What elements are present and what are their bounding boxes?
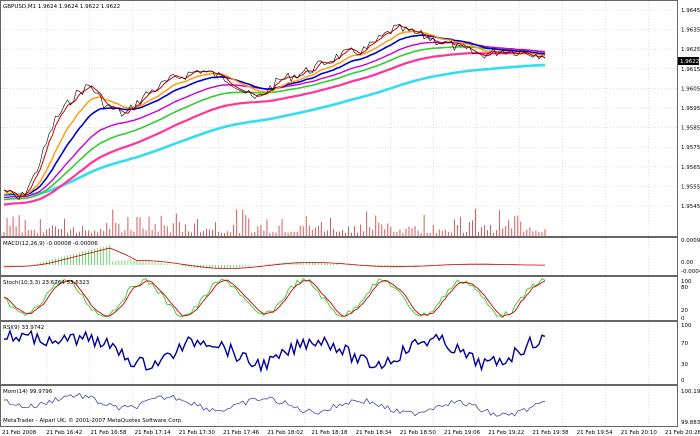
indicator-tick-label: 70 <box>681 341 688 347</box>
price-tick-label: 1.9545 <box>681 204 700 210</box>
ma-blue-line <box>3 34 546 196</box>
symbol-header: GBPUSD,M1 1.9624 1.9624 1.9622 1.9622 <box>3 4 120 10</box>
indicator-tick-label: 0.00097 <box>681 238 700 244</box>
current-price-marker: 1.9622 <box>678 57 699 65</box>
price-tick-label: 1.9605 <box>681 86 700 92</box>
stoch-label: Stoch(10,3,3) 23.6764 33.6323 <box>3 280 90 286</box>
time-tick-label: 21 Feb 17:30 <box>179 430 216 436</box>
price-tick-label: 1.9585 <box>681 126 700 132</box>
time-tick-label: 21 Feb 19:54 <box>577 430 614 436</box>
indicator-tick-label: 30 <box>681 362 688 368</box>
time-tick-label: 21 Feb 18:50 <box>400 430 437 436</box>
time-tick-label: 21 Feb 19:06 <box>444 430 481 436</box>
price-tick-label: 1.9635 <box>681 28 700 34</box>
price-line <box>3 24 546 200</box>
stoch-signal-line <box>3 279 546 318</box>
indicator-tick-label: 20 <box>681 308 688 314</box>
momentum-line <box>3 392 546 417</box>
indicator-tick-label: 0 <box>681 378 685 384</box>
time-tick-label: 21 Feb 17:14 <box>135 430 172 436</box>
momentum-panel <box>3 392 546 417</box>
indicator-tick-label: 99.8839 <box>681 420 700 426</box>
price-tick-label: 1.9615 <box>681 67 700 73</box>
time-tick-label: 21 Feb 20:26 <box>665 430 700 436</box>
panel-frames <box>0 0 678 427</box>
time-tick-label: 21 Feb 18:18 <box>311 430 348 436</box>
stoch-main-line <box>3 277 546 319</box>
indicator-tick-label: 0.00 <box>681 260 694 266</box>
time-tick-label: 21 Feb 18:02 <box>267 430 303 436</box>
time-tick-label: 21 Feb 16:42 <box>46 430 82 436</box>
time-tick-label: 21 Feb 16:58 <box>90 430 127 436</box>
time-tick-label: 21 Feb 17:46 <box>223 430 260 436</box>
indicator-tick-label: 100 <box>681 323 692 329</box>
indicator-tick-label: 100 <box>681 279 692 285</box>
ma-orange-line <box>3 30 546 196</box>
copyright-text: MetaTrader - Alpari UK, © 2001-2007 Meta… <box>3 417 183 424</box>
rsi-panel <box>3 328 546 374</box>
rsi-line <box>3 328 546 374</box>
time-tick-label: 21 Feb 18:34 <box>356 430 393 436</box>
indicator-tick-label: -0.00043 <box>681 269 700 275</box>
mom-label: Mom(14) 99.9796 <box>3 389 53 395</box>
ma-cyan-line <box>4 63 546 197</box>
price-tick-label: 1.9645 <box>681 8 700 14</box>
time-tick-label: 21 Feb 19:38 <box>532 430 569 436</box>
price-panel <box>3 24 546 206</box>
time-tick-label: 21 Feb 2008 <box>2 430 37 436</box>
price-tick-label: 1.9625 <box>681 47 700 53</box>
indicator-tick-label: 0 <box>681 316 685 322</box>
price-tick-label: 1.9595 <box>681 106 700 112</box>
time-tick-label: 21 Feb 20:10 <box>621 430 658 436</box>
macd-signal-line <box>3 247 545 269</box>
ma-pink-line <box>3 51 546 206</box>
price-axis: 1.9645 1.9635 1.9625 1.9615 1.9605 1.9595 1.95… <box>681 8 700 426</box>
ma-red-line <box>3 24 546 198</box>
svg-text:1.9622: 1.9622 <box>680 59 699 65</box>
stochastic-panel <box>3 277 546 319</box>
rsi-label: RSI(9) 33.9742 <box>3 325 44 331</box>
volume-bars <box>3 208 546 236</box>
price-tick-label: 1.9565 <box>681 165 700 171</box>
macd-panel <box>3 245 546 269</box>
time-tick-label: 21 Feb 19:22 <box>488 430 524 436</box>
indicator-tick-label: 100.193 <box>681 389 700 395</box>
macd-label: MACD(12,26,9) -0.00008 -0.00006 <box>3 241 98 247</box>
time-axis: 21 Feb 2008 21 Feb 16:42 21 Feb 16:58 21 Fe… <box>2 430 700 436</box>
ma-green-line <box>3 46 546 201</box>
price-tick-label: 1.9555 <box>681 184 700 190</box>
price-tick-label: 1.9575 <box>681 145 700 151</box>
indicator-tick-label: 80 <box>681 285 688 291</box>
